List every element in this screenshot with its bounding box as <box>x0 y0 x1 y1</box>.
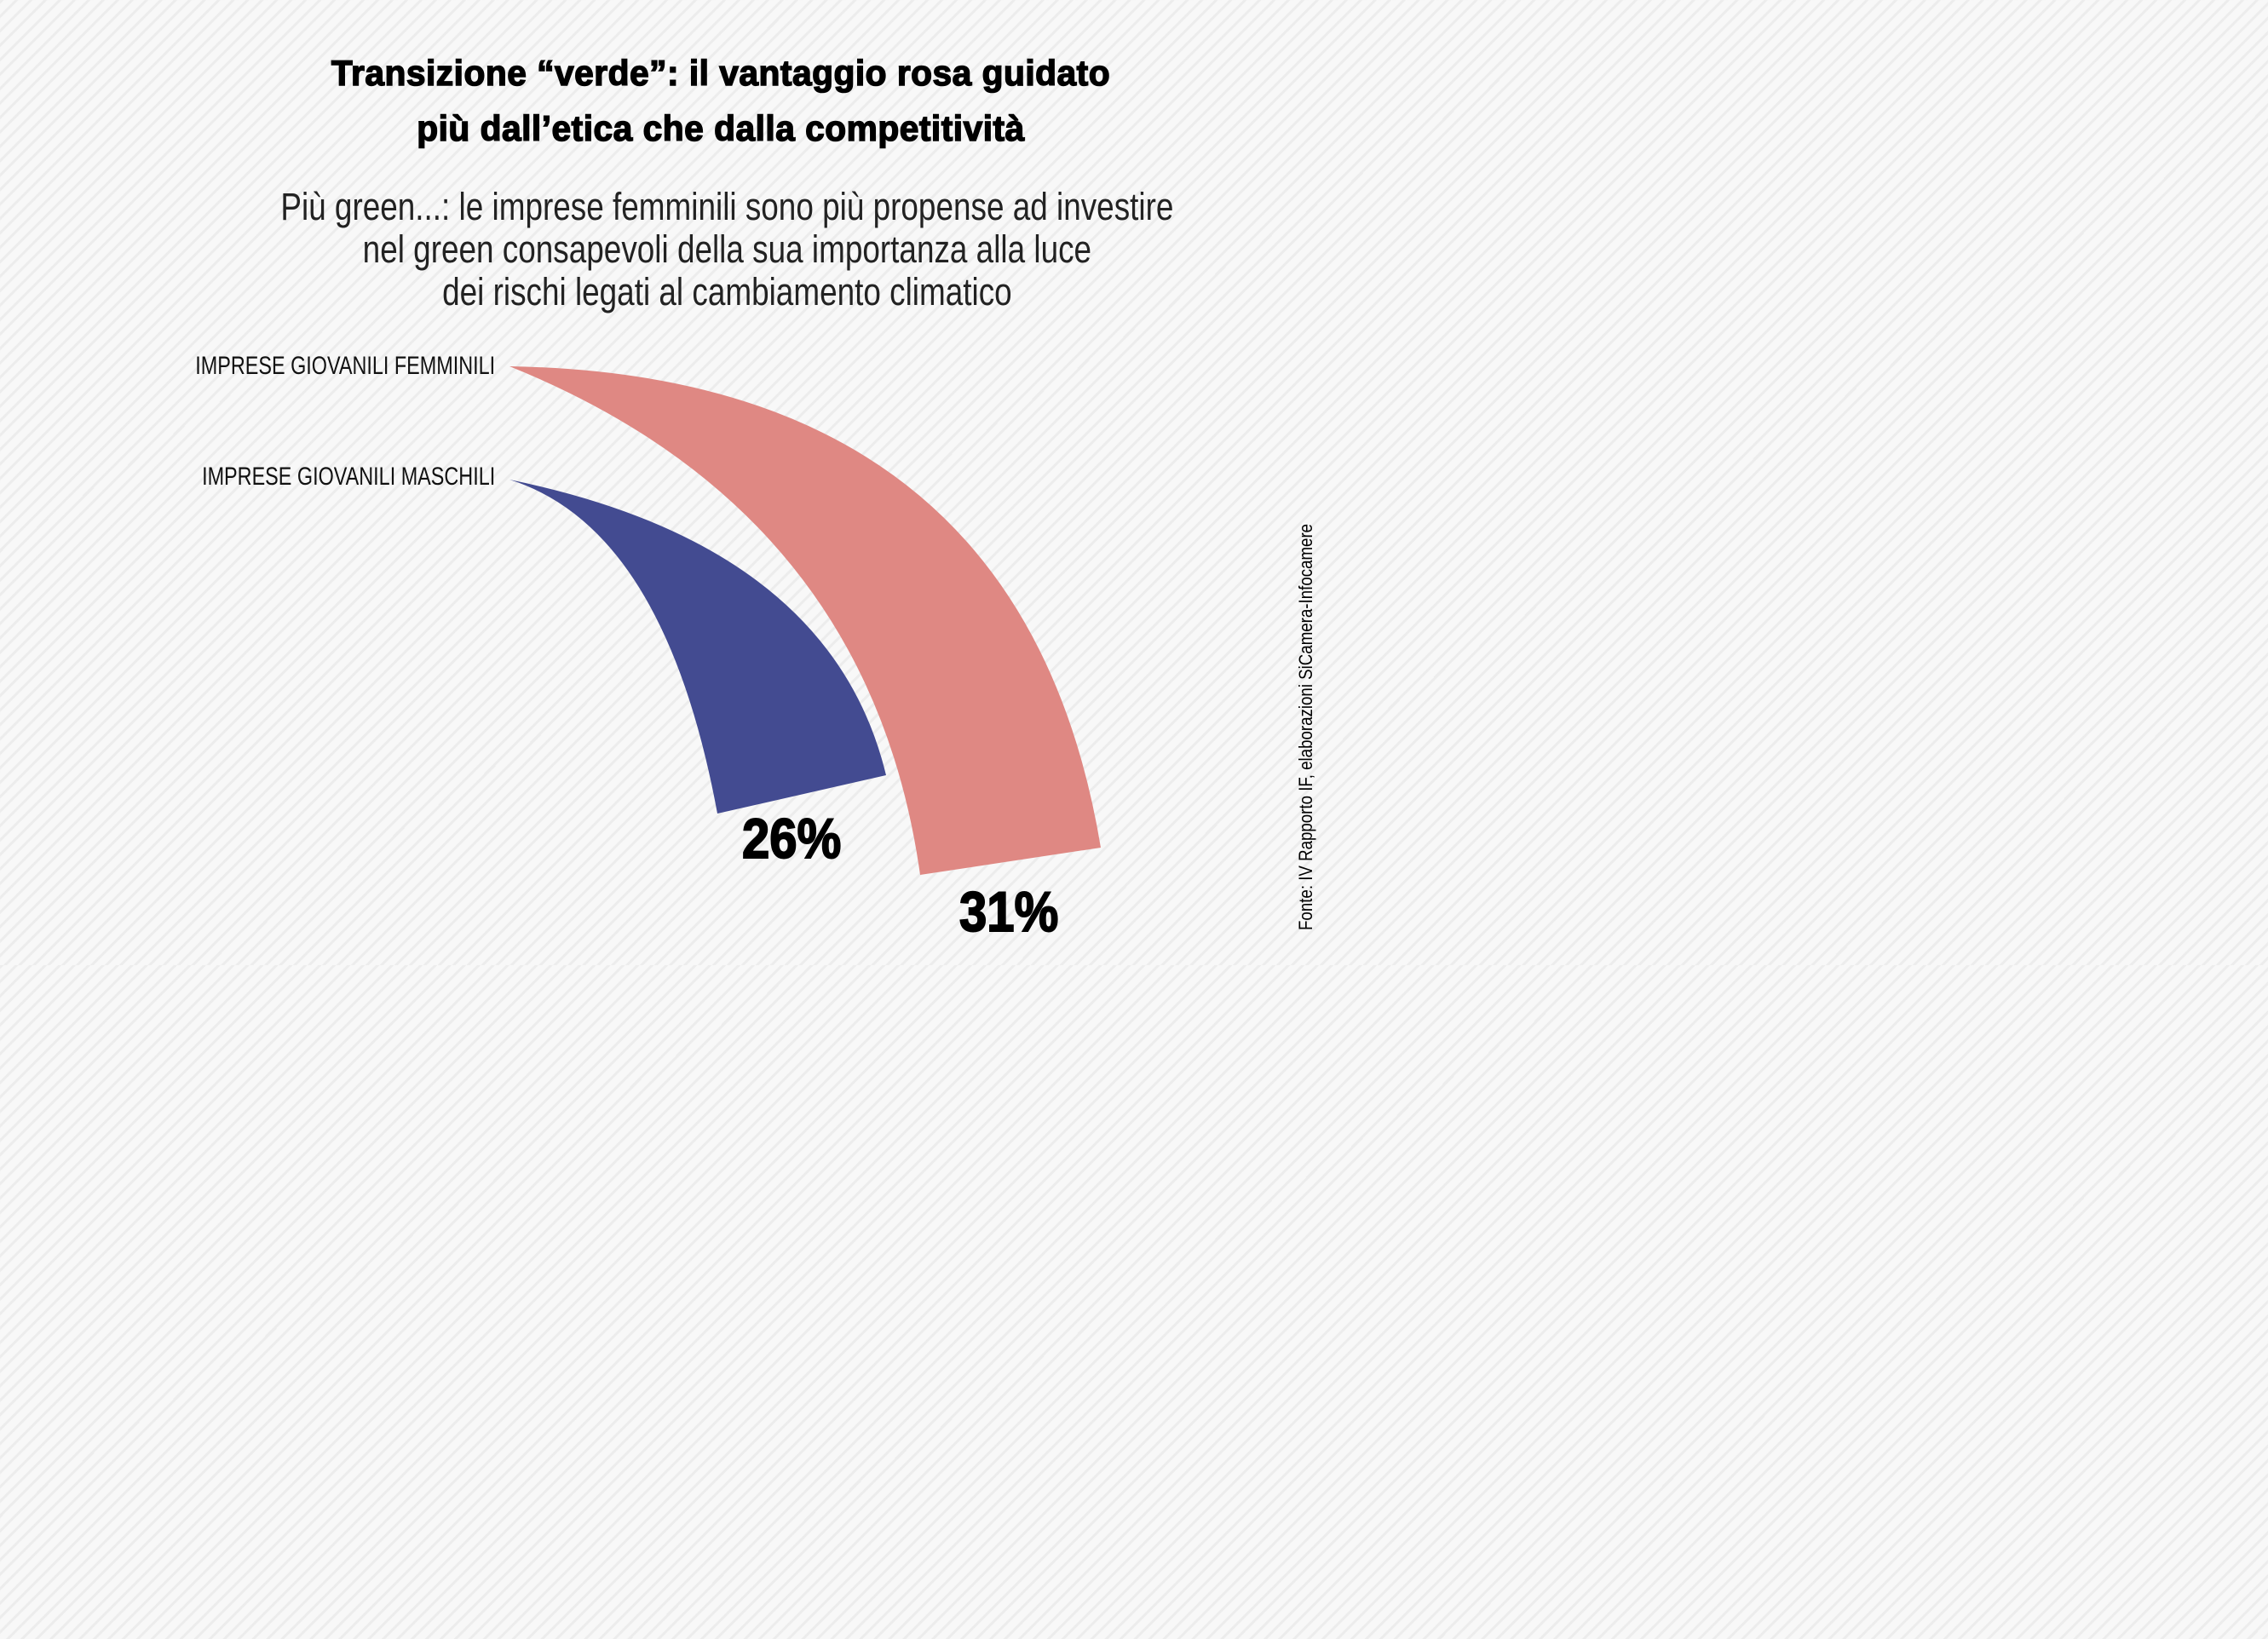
chart-title-line-1: Transizione “verde”: il vantaggio rosa g… <box>331 52 1111 94</box>
bar-male <box>509 480 886 814</box>
chart-subtitle-line-1: Più green...: le imprese femminili sono … <box>280 185 1174 228</box>
chart-subtitle-line-3: dei rischi legati al cambiamento climati… <box>442 270 1012 313</box>
value-label-female: 31% <box>958 879 1059 944</box>
bar-female <box>509 366 1101 875</box>
category-label-female: IMPRESE GIOVANILI FEMMINILI <box>195 352 495 380</box>
value-label-male: 26% <box>741 806 842 871</box>
chart-subtitle-line-2: nel green consapevoli della sua importan… <box>362 227 1092 271</box>
chart-title-line-2: più dall’etica che dalla competitività <box>417 107 1025 149</box>
category-label-male: IMPRESE GIOVANILI MASCHILI <box>201 463 495 491</box>
source-note: Fonte: IV Rapporto IF, elaborazioni SiCa… <box>1295 523 1316 930</box>
arc-bar-chart <box>509 366 1101 875</box>
